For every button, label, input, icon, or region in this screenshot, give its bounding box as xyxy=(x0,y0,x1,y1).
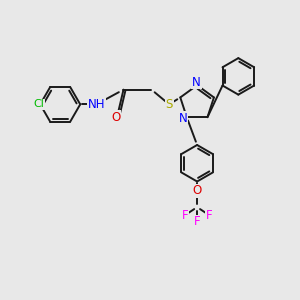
Text: F: F xyxy=(194,215,200,228)
Text: F: F xyxy=(206,209,213,222)
Text: NH: NH xyxy=(88,98,105,111)
Text: Cl: Cl xyxy=(33,99,44,110)
Text: N: N xyxy=(192,76,201,89)
Text: F: F xyxy=(182,209,188,222)
Text: O: O xyxy=(193,184,202,197)
Text: N: N xyxy=(179,112,188,125)
Text: S: S xyxy=(166,98,173,111)
Text: O: O xyxy=(112,110,121,124)
